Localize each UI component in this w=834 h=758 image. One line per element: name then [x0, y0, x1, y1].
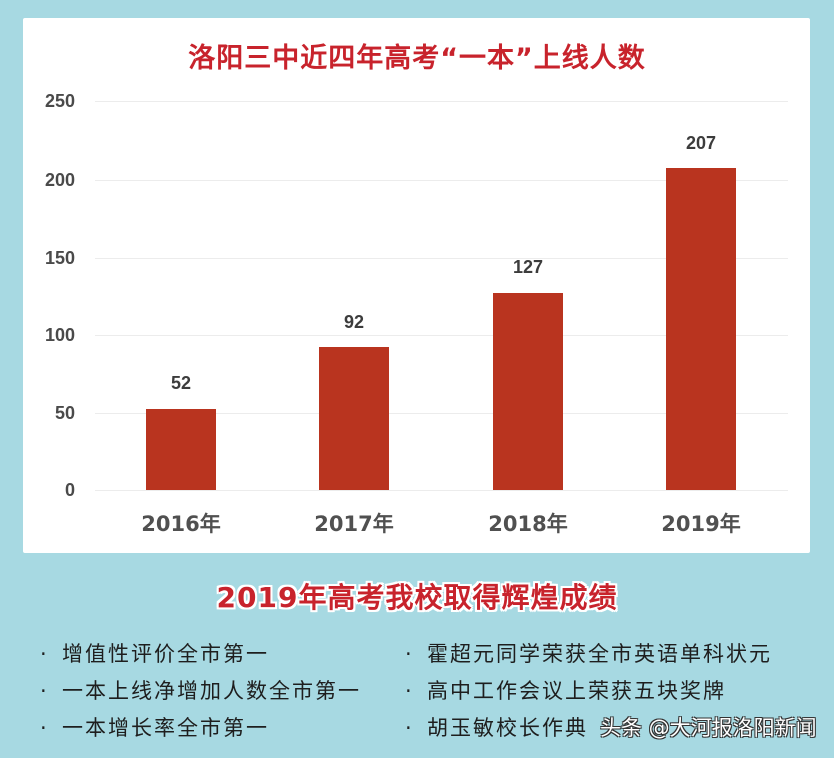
y-tick-label: 0	[64, 480, 75, 500]
achievement-item: · 增值性评价全市第一	[40, 642, 269, 666]
x-tick-label: 2017年	[314, 512, 394, 536]
x-tick-label: 2016年	[141, 512, 221, 536]
x-tick-label: 2019年	[661, 512, 741, 536]
bullet-icon: ·	[405, 716, 414, 740]
achievement-item: · 胡玉敏校长作典	[405, 716, 588, 740]
achievement-item: · 一本上线净增加人数全市第一	[40, 679, 361, 703]
bullet-icon: ·	[405, 679, 414, 703]
bullet-icon: ·	[405, 642, 414, 666]
bar-2016	[146, 409, 216, 490]
y-tick-label: 100	[44, 325, 75, 345]
chart-title: 洛阳三中近四年高考“一本”上线人数	[188, 43, 646, 74]
bullet-icon: ·	[40, 642, 49, 666]
bar-value-label: 52	[170, 373, 192, 393]
bar-value-label: 127	[512, 257, 544, 277]
achievements-left-list: · 增值性评价全市第一 · 一本上线净增加人数全市第一 · 一本增长率全市第一	[40, 640, 361, 751]
y-tick-label: 150	[44, 248, 75, 268]
y-tick-label: 200	[44, 170, 75, 190]
y-tick-label: 250	[44, 91, 75, 111]
bar-2019	[666, 168, 736, 490]
achievements-right-list: · 霍超元同学荣获全市英语单科状元 · 高中工作会议上荣获五块奖牌 · 胡玉敏校长作典	[405, 640, 772, 751]
bar-2017	[319, 347, 389, 490]
gridline	[95, 101, 788, 102]
gridline	[95, 335, 788, 336]
bullet-icon: ·	[40, 716, 49, 740]
bar-value-label: 207	[685, 133, 717, 153]
bullet-icon: ·	[40, 679, 49, 703]
bar-value-label: 92	[343, 312, 365, 332]
watermark: 头条 @大河报洛阳新闻	[600, 716, 817, 740]
achievement-item: · 霍超元同学荣获全市英语单科状元	[405, 642, 772, 666]
x-tick-label: 2018年	[488, 512, 568, 536]
achievements-title: 2019年高考我校取得辉煌成绩	[216, 581, 618, 614]
achievement-item: · 高中工作会议上荣获五块奖牌	[405, 679, 726, 703]
achievement-item: · 一本增长率全市第一	[40, 716, 269, 740]
gridline	[95, 180, 788, 181]
gridline	[95, 413, 788, 414]
gridline	[95, 258, 788, 259]
gridline	[95, 490, 788, 491]
y-tick-label: 50	[54, 403, 75, 423]
bar-2018	[493, 293, 563, 490]
